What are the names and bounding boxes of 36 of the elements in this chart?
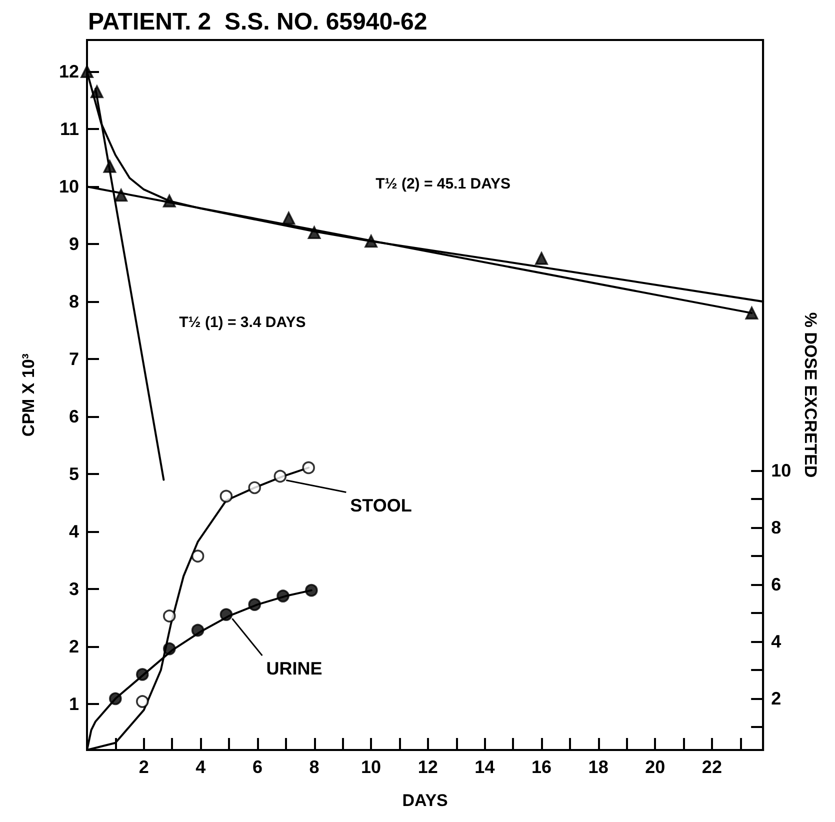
y2-tick-label: 4 [771,632,782,652]
y-tick-label: 11 [60,119,79,140]
x-tick-label: 16 [531,757,552,777]
y-tick-label: 9 [68,234,79,254]
annotation: T½ (1) = 3.4 DAYS [179,314,306,331]
y-tick-label: 1 [68,694,79,714]
y-tick-label: 3 [68,579,79,600]
y-tick-label: 7 [68,349,79,370]
x-tick-label: 14 [474,757,495,777]
y-tick-label: 5 [68,464,79,484]
chart-title: PATIENT. 2 S.S. NO. 65940-62 [88,8,428,36]
y2-tick-label: 8 [771,518,782,538]
y-tick-label: 12 [58,62,79,82]
x-tick-label: 22 [702,757,722,777]
y2-tick-label: 10 [771,460,792,481]
y-tick-label: 4 [68,522,79,542]
y2-axis-title: % DOSE EXCRETED [801,312,820,478]
x-axis-title: DAYS [402,791,448,810]
x-tick-label: 12 [418,757,438,777]
text: STOOL [350,495,412,516]
text: URINE [266,658,322,679]
x-tick-label: 8 [309,757,320,777]
y2-tick-label: 2 [771,688,782,709]
x-tick-label: 2 [138,757,149,777]
y2-tick-label: 6 [771,574,782,595]
x-tick-label: 20 [645,757,666,777]
x-tick-label: 10 [361,757,382,777]
y-tick-label: 10 [58,176,79,197]
x-tick-label: 4 [196,757,206,777]
y-tick-label: 2 [68,636,79,657]
x-tick-label: 6 [252,757,262,777]
y-tick-label: 8 [68,292,79,312]
y-tick-label: 6 [68,406,79,427]
x-tick-label: 18 [588,757,608,777]
annotation: T½ (2) = 45.1 DAYS [376,175,511,192]
y-axis-title: CPM X 10³ [19,353,38,437]
